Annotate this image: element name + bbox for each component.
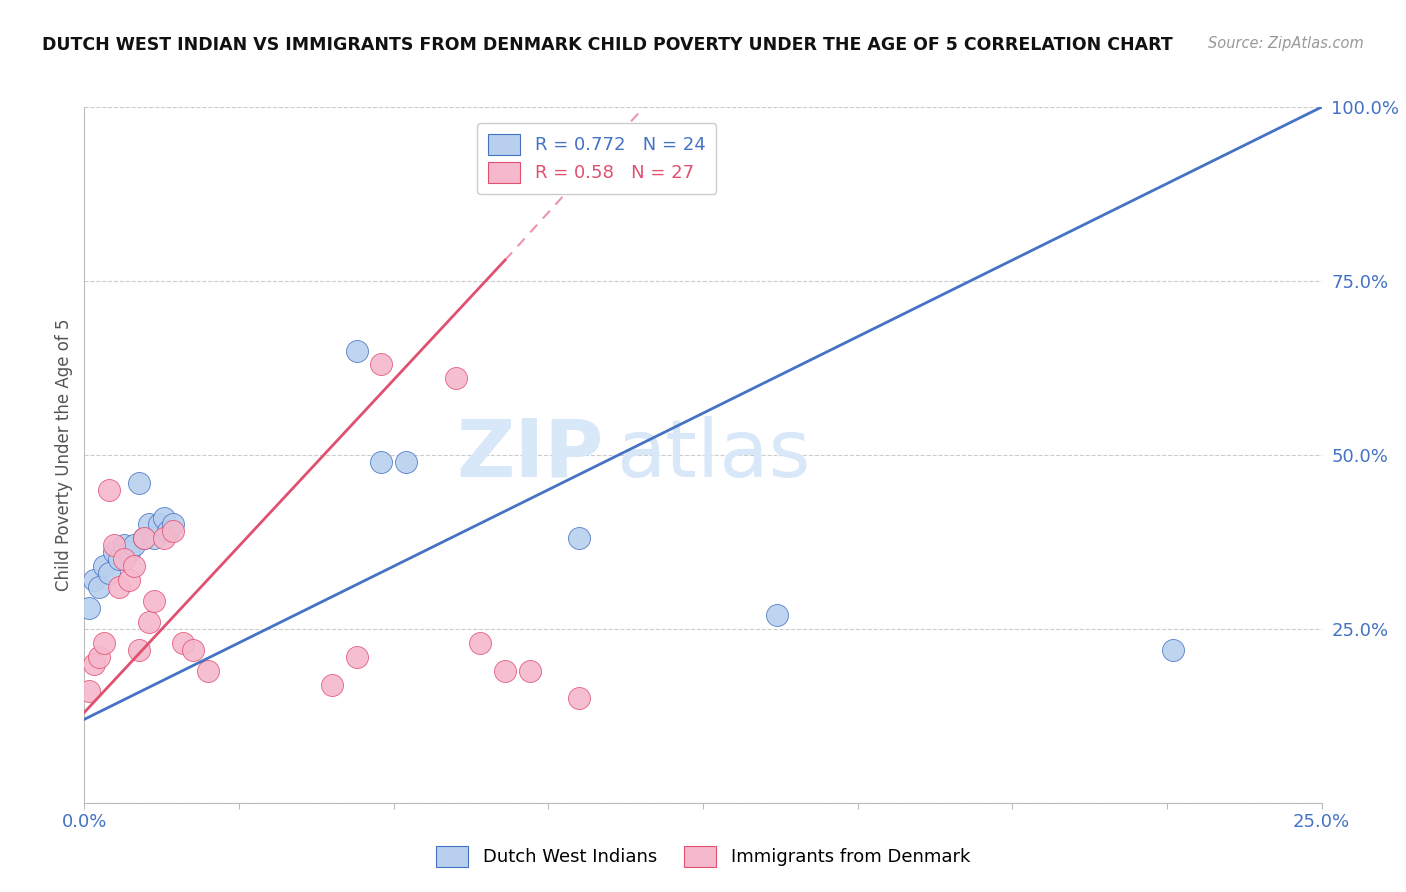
Point [138, 615, 160, 629]
Point [157, 524, 180, 539]
Point [108, 552, 131, 566]
Point [519, 664, 541, 678]
Point [395, 455, 418, 469]
Point [128, 475, 150, 490]
Point [89, 580, 111, 594]
Point [162, 517, 184, 532]
Y-axis label: Child Poverty Under the Age of 5: Child Poverty Under the Age of 5 [55, 318, 73, 591]
Text: atlas: atlas [616, 416, 811, 494]
Point [470, 636, 492, 650]
Point [128, 642, 150, 657]
Point [118, 545, 141, 559]
Point [103, 538, 125, 552]
Point [108, 580, 131, 594]
Point [83, 657, 105, 671]
Point [152, 532, 174, 546]
Legend: R = 0.772   N = 24, R = 0.58   N = 27: R = 0.772 N = 24, R = 0.58 N = 27 [477, 123, 716, 194]
Point [568, 691, 591, 706]
Point [112, 552, 135, 566]
Point [98, 483, 121, 497]
Legend: Dutch West Indians, Immigrants from Denmark: Dutch West Indians, Immigrants from Denm… [429, 838, 977, 874]
Point [103, 545, 125, 559]
Point [148, 517, 170, 532]
Text: DUTCH WEST INDIAN VS IMMIGRANTS FROM DENMARK CHILD POVERTY UNDER THE AGE OF 5 CO: DUTCH WEST INDIAN VS IMMIGRANTS FROM DEN… [42, 36, 1173, 54]
Point [132, 532, 155, 546]
Point [93, 636, 115, 650]
Point [162, 524, 184, 539]
Point [346, 649, 368, 664]
Point [98, 566, 121, 581]
Point [370, 358, 392, 372]
Point [1161, 642, 1184, 657]
Point [122, 538, 145, 552]
Point [346, 343, 368, 358]
Point [122, 559, 145, 574]
Text: Source: ZipAtlas.com: Source: ZipAtlas.com [1208, 36, 1364, 51]
Point [152, 510, 174, 524]
Point [79, 601, 101, 615]
Point [83, 573, 105, 587]
Point [138, 517, 160, 532]
Point [766, 607, 789, 622]
Point [89, 649, 111, 664]
Point [181, 642, 204, 657]
Point [142, 594, 165, 608]
Point [132, 532, 155, 546]
Point [370, 455, 392, 469]
Point [494, 664, 516, 678]
Point [172, 636, 194, 650]
Point [93, 559, 115, 574]
Text: ZIP: ZIP [457, 416, 605, 494]
Point [118, 573, 141, 587]
Point [568, 532, 591, 546]
Point [444, 371, 467, 385]
Point [197, 664, 219, 678]
Point [321, 677, 343, 691]
Point [142, 532, 165, 546]
Point [112, 538, 135, 552]
Point [79, 684, 101, 698]
